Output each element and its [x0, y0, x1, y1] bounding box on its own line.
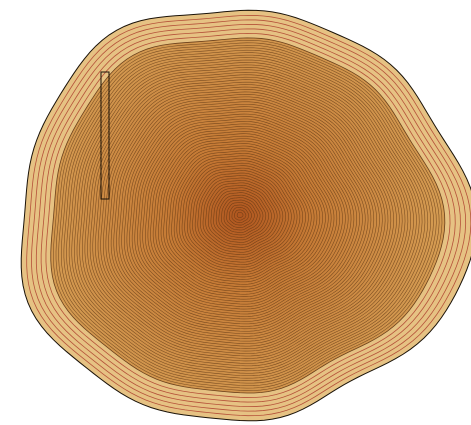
heartwood-ring	[189, 167, 295, 263]
sapwood-ring	[26, 14, 471, 417]
heartwood-ring	[226, 202, 255, 228]
heartwood-ring	[139, 121, 349, 310]
heartwood-ring	[187, 165, 298, 265]
heartwood-ring	[74, 59, 420, 372]
heartwood-ring	[205, 182, 278, 248]
heartwood-ring	[58, 44, 437, 386]
heartwood-ring	[197, 175, 286, 255]
heartwood-ring	[121, 103, 369, 327]
heartwood-ring	[76, 62, 417, 369]
heartwood-ring	[68, 54, 426, 377]
heartwood-ring	[53, 40, 443, 391]
heartwood-ring	[87, 72, 406, 359]
sapwood-ring	[40, 28, 456, 403]
heartwood-ring	[165, 145, 321, 285]
heartwood	[50, 37, 446, 394]
heartwood-ring	[110, 94, 380, 337]
heartwood-ring	[229, 204, 252, 226]
heartwood-ring	[208, 185, 275, 246]
heartwood-ring	[171, 150, 315, 280]
heartwood-ring	[181, 160, 304, 270]
heartwood-ring	[60, 47, 434, 384]
heartwood-ring	[160, 140, 326, 290]
heartwood-ring	[218, 194, 264, 236]
heartwood-ring	[194, 172, 289, 258]
heartwood-ring	[63, 49, 431, 381]
heartwood-ring	[202, 180, 281, 251]
heartwood-ring	[129, 111, 360, 320]
sapwood-ring	[31, 19, 467, 412]
heartwood-ring	[168, 148, 318, 283]
heartwood-ring	[213, 189, 269, 241]
heartwood-ring	[221, 197, 261, 233]
heartwood-ring	[131, 113, 358, 317]
heartwood-ring	[137, 118, 352, 312]
heartwood-ring	[108, 91, 383, 339]
heartwood-ring	[95, 79, 397, 352]
heartwood-ring	[89, 74, 403, 357]
sapwood-ring	[35, 23, 461, 408]
heartwood-ring	[55, 42, 440, 389]
heartwood-ring	[184, 162, 301, 268]
heartwood-ring	[126, 108, 363, 322]
heartwood-ring	[118, 101, 372, 330]
heartwood-ring	[158, 138, 329, 293]
heartwood-ring	[231, 207, 250, 223]
heartwood-ring	[210, 187, 272, 243]
heartwood-ring	[113, 96, 377, 335]
heartwood-ring	[234, 209, 247, 221]
heartwood-ring	[66, 52, 429, 379]
heartwood-ring	[105, 89, 386, 342]
heartwood-ring	[134, 116, 355, 315]
heartwood-ring	[100, 84, 392, 347]
heartwood-ring	[173, 153, 312, 278]
heartwood-ring	[150, 130, 338, 300]
rings	[20, 9, 471, 422]
sapwood-ring	[45, 32, 451, 398]
heartwood-ring	[123, 106, 366, 325]
heartwood-ring	[176, 155, 309, 275]
heartwood-ring	[147, 128, 340, 302]
heartwood-ring	[236, 212, 244, 218]
heartwood-ring	[102, 86, 389, 344]
heartwood-ring	[79, 64, 414, 367]
heartwood-ring	[81, 67, 412, 364]
heartwood-ring	[192, 170, 292, 260]
heartwood-ring	[152, 133, 335, 297]
heartwood-ring	[179, 158, 306, 273]
heartwood-ring	[200, 177, 284, 253]
sample-marker	[100, 71, 110, 200]
heartwood-ring	[97, 81, 394, 349]
heartwood-ring	[223, 199, 258, 231]
heartwood-ring	[142, 123, 346, 307]
heartwood-ring	[92, 76, 400, 354]
heartwood-ring	[215, 192, 267, 238]
heartwood-ring	[84, 69, 409, 362]
heartwood-ring	[71, 57, 423, 374]
heartwood-ring	[163, 143, 323, 288]
heartwood-ring	[155, 135, 332, 295]
heartwood-ring	[144, 126, 343, 305]
heartwood-ring	[116, 99, 375, 332]
